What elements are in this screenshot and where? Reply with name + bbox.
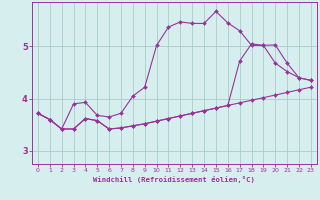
X-axis label: Windchill (Refroidissement éolien,°C): Windchill (Refroidissement éolien,°C)	[93, 176, 255, 183]
